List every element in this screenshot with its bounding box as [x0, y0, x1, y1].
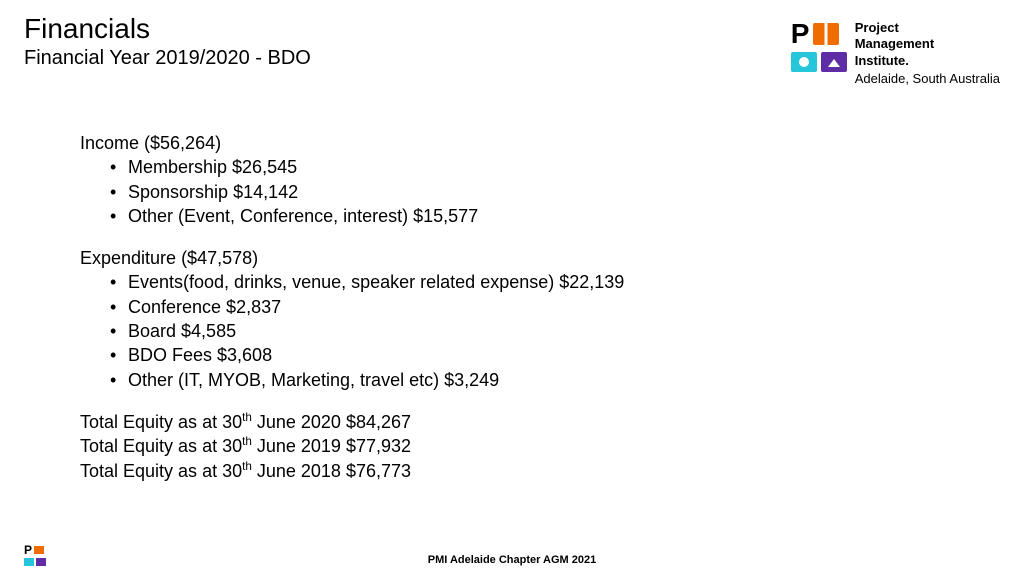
- expenditure-items: Events(food, drinks, venue, speaker rela…: [80, 270, 1024, 391]
- title-block: Financials Financial Year 2019/2020 - BD…: [24, 14, 311, 70]
- pmi-logo-p-letter: P: [791, 20, 810, 48]
- income-item: Sponsorship $14,142: [128, 180, 1024, 204]
- pmi-logo-line2: Management: [855, 36, 1000, 52]
- pmi-logo-orange-chip-icon: [813, 23, 839, 45]
- slide-subtitle: Financial Year 2019/2020 - BDO: [24, 47, 311, 70]
- expenditure-item: Events(food, drinks, venue, speaker rela…: [128, 270, 1024, 294]
- pmi-logo-cyan-chip-icon: [791, 52, 817, 72]
- pmi-mini-logo: P: [24, 544, 46, 566]
- expenditure-section: Expenditure ($47,578) Events(food, drink…: [80, 246, 1024, 392]
- expenditure-heading: Expenditure ($47,578): [80, 246, 1024, 270]
- equity-suffix: June 2019 $77,932: [252, 436, 411, 456]
- pmi-logo-line1: Project: [855, 20, 1000, 36]
- footer-text: PMI Adelaide Chapter AGM 2021: [428, 554, 597, 566]
- pmi-logo-text: Project Management Institute. Adelaide, …: [855, 20, 1000, 87]
- mini-logo-purple-icon: [36, 558, 46, 566]
- income-section: Income ($56,264) Membership $26,545 Spon…: [80, 131, 1024, 228]
- mini-logo-cyan-icon: [24, 558, 34, 566]
- income-items: Membership $26,545 Sponsorship $14,142 O…: [80, 155, 1024, 228]
- slide-header: Financials Financial Year 2019/2020 - BD…: [0, 0, 1024, 87]
- equity-ordinal: th: [242, 411, 252, 424]
- mini-logo-p-letter: P: [24, 544, 32, 556]
- pmi-logo-line4: Adelaide, South Australia: [855, 71, 1000, 87]
- mini-logo-orange-icon: [34, 546, 44, 554]
- pmi-logo: P Project Management Institute. Adelaide…: [791, 14, 1000, 87]
- equity-prefix: Total Equity as at 30: [80, 461, 242, 481]
- income-item: Membership $26,545: [128, 155, 1024, 179]
- equity-suffix: June 2020 $84,267: [252, 412, 411, 432]
- income-item: Other (Event, Conference, interest) $15,…: [128, 204, 1024, 228]
- equity-ordinal: th: [242, 460, 252, 473]
- equity-line: Total Equity as at 30th June 2020 $84,26…: [80, 410, 1024, 434]
- expenditure-item: Board $4,585: [128, 319, 1024, 343]
- expenditure-item: Other (IT, MYOB, Marketing, travel etc) …: [128, 368, 1024, 392]
- expenditure-item: Conference $2,837: [128, 295, 1024, 319]
- pmi-logo-marks: P: [791, 20, 847, 72]
- equity-section: Total Equity as at 30th June 2020 $84,26…: [80, 410, 1024, 483]
- slide-footer: P PMI Adelaide Chapter AGM 2021: [0, 554, 1024, 566]
- income-heading: Income ($56,264): [80, 131, 1024, 155]
- slide-title: Financials: [24, 14, 311, 45]
- equity-prefix: Total Equity as at 30: [80, 436, 242, 456]
- expenditure-item: BDO Fees $3,608: [128, 343, 1024, 367]
- pmi-logo-purple-chip-icon: [821, 52, 847, 72]
- equity-line: Total Equity as at 30th June 2018 $76,77…: [80, 459, 1024, 483]
- pmi-logo-line3: Institute.: [855, 53, 1000, 69]
- equity-ordinal: th: [242, 435, 252, 448]
- equity-line: Total Equity as at 30th June 2019 $77,93…: [80, 434, 1024, 458]
- slide-content: Income ($56,264) Membership $26,545 Spon…: [0, 87, 1024, 483]
- equity-prefix: Total Equity as at 30: [80, 412, 242, 432]
- equity-suffix: June 2018 $76,773: [252, 461, 411, 481]
